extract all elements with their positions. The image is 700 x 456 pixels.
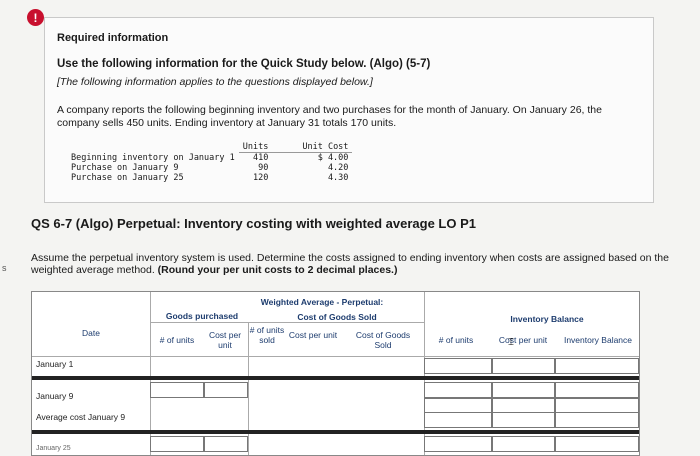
table-row: Purchase on January 25 120 4.30 <box>67 173 352 183</box>
question-title: QS 6-7 (Algo) Perpetual: Inventory costi… <box>31 216 476 231</box>
divider <box>248 322 249 455</box>
row-cost: $ 4.00 <box>317 153 349 163</box>
jan25-ib-cost-input[interactable] <box>492 436 555 452</box>
row-separator <box>32 430 639 434</box>
jan9-gp-units-input[interactable] <box>150 382 204 398</box>
jan25-ib-total-input[interactable] <box>555 436 639 452</box>
row-units: 120 <box>253 173 269 183</box>
jan1-ib-total-input[interactable] <box>555 358 639 374</box>
table-row: Beginning inventory on January 1 410 $ 4… <box>67 153 352 164</box>
text-cursor-icon: ⌶ <box>508 337 514 348</box>
weighted-average-title: Weighted Average - Perpetual: <box>260 297 384 307</box>
jan25-gp-units-input[interactable] <box>150 436 204 452</box>
row-label: Purchase on January 25 <box>71 173 184 183</box>
units-sold-header: # of units sold <box>249 325 285 345</box>
row-separator <box>32 376 639 380</box>
gp-cost-header: Cost per unit <box>208 330 242 350</box>
weighted-average-worksheet: Date Goods purchased Weighted Average - … <box>31 291 640 456</box>
jan9-ib-units-input[interactable] <box>424 382 492 398</box>
row-label-jan25: January 25 <box>36 445 71 452</box>
unit-cost-col-header: Unit Cost <box>272 142 353 153</box>
jan1-ib-cost-input[interactable] <box>492 358 555 374</box>
cogs-header: Cost of Goods Sold <box>297 312 377 322</box>
instructions-bold: (Round your per unit costs to 2 decimal … <box>157 264 398 276</box>
question-instructions: Assume the perpetual inventory system is… <box>31 252 681 276</box>
use-info-heading: Use the following information for the Qu… <box>57 58 431 70</box>
row-units: 90 <box>258 163 269 173</box>
inventory-balance-header: Inventory Balance <box>510 314 584 324</box>
side-mark: s <box>2 263 7 273</box>
jan25-gp-cost-input[interactable] <box>204 436 248 452</box>
required-info-title: Required information <box>57 32 169 44</box>
problem-description: A company reports the following beginnin… <box>57 104 602 129</box>
ib-cost-header: Cost per unit <box>498 335 548 345</box>
divider <box>150 292 151 455</box>
row-cost: 4.20 <box>327 163 349 173</box>
avg-jan9-ib-units-input[interactable] <box>424 412 492 428</box>
cogs-cost-header: Cost per unit <box>288 330 338 340</box>
cogs-total-header: Cost of Goods Sold <box>355 330 411 350</box>
jan1-ib-units-input[interactable] <box>424 358 492 374</box>
jan9-ib-total-input[interactable] <box>555 382 639 398</box>
avg-jan9-ib-cost-input[interactable] <box>492 412 555 428</box>
jan9-ib-cost-input[interactable] <box>492 382 555 398</box>
jan9-gp-cost-input[interactable] <box>204 382 248 398</box>
info-note: [The following information applies to th… <box>57 76 373 88</box>
table-row: Purchase on January 9 90 4.20 <box>67 163 352 173</box>
gp-units-header: # of units <box>159 335 195 345</box>
avg-jan9-ib-total-input[interactable] <box>555 412 639 428</box>
date-header: Date <box>82 328 100 338</box>
jan25-ib-units-input[interactable] <box>424 436 492 452</box>
row-units: 410 <box>253 153 269 163</box>
instructions-text: Assume the perpetual inventory system is… <box>31 252 669 276</box>
ib-units-header: # of units <box>438 335 474 345</box>
inventory-data-table: Units Unit Cost Beginning inventory on J… <box>67 142 353 183</box>
row-label: Beginning inventory on January 1 <box>71 152 235 163</box>
row-cost: 4.30 <box>327 173 349 183</box>
divider <box>150 322 424 323</box>
row-label-jan1: January 1 <box>36 359 74 369</box>
ib-total-header: Inventory Balance <box>563 335 633 345</box>
divider <box>32 356 639 357</box>
row-label: Purchase on January 9 <box>71 163 179 173</box>
row-label-avg-jan9: Average cost January 9 <box>36 412 126 422</box>
row-label-jan9: January 9 <box>36 391 74 401</box>
units-col-header: Units <box>238 142 273 153</box>
goods-purchased-header: Goods purchased <box>165 311 239 321</box>
alert-icon: ! <box>27 9 44 26</box>
required-information-panel: Required information Use the following i… <box>44 17 654 203</box>
